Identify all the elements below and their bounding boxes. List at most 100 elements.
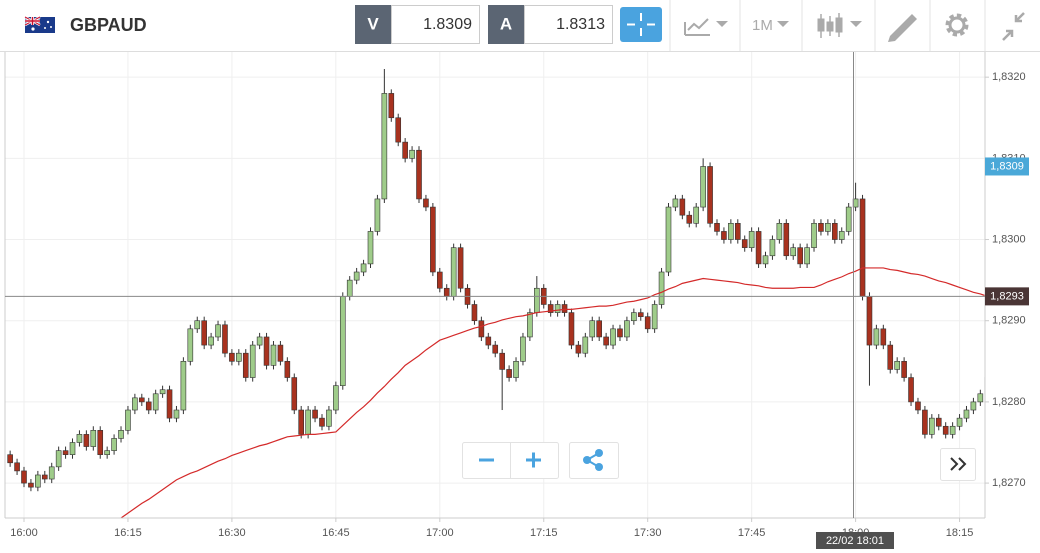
candle-body bbox=[263, 336, 270, 366]
crosshair-button[interactable] bbox=[620, 7, 662, 42]
candle-body bbox=[617, 328, 623, 338]
y-tick-label: 1,8270 bbox=[992, 477, 1026, 489]
bid-label: V bbox=[367, 14, 379, 33]
candle-body bbox=[908, 377, 914, 403]
candle-body bbox=[797, 247, 803, 265]
candle-body bbox=[644, 316, 651, 330]
interval[interactable]: 1M bbox=[752, 17, 773, 34]
candle-body bbox=[69, 442, 76, 455]
x-tick-label: 17:15 bbox=[530, 527, 558, 539]
candle-body bbox=[832, 222, 838, 240]
settings-button[interactable] bbox=[945, 13, 969, 37]
candle-body bbox=[298, 409, 305, 435]
candle-body bbox=[492, 344, 499, 354]
last-price-label: 1,8309 bbox=[990, 160, 1024, 172]
collapse-button[interactable] bbox=[1002, 12, 1025, 41]
y-tick-label: 1,8280 bbox=[992, 396, 1026, 408]
draw-tool-button[interactable] bbox=[888, 14, 917, 42]
candle-body bbox=[637, 312, 644, 317]
candle-body bbox=[125, 409, 131, 431]
candle-body bbox=[284, 361, 291, 378]
candle-body bbox=[624, 320, 630, 338]
candle-body bbox=[270, 344, 277, 366]
candle-body bbox=[402, 141, 408, 159]
candle-body bbox=[845, 206, 852, 232]
candle-body bbox=[159, 389, 166, 395]
bid-box bbox=[391, 5, 480, 44]
interval-caret bbox=[777, 21, 789, 27]
candle-body bbox=[374, 198, 381, 232]
candle-body bbox=[173, 409, 180, 419]
ask-button[interactable] bbox=[488, 5, 524, 44]
candle-body bbox=[430, 206, 436, 273]
candle-body bbox=[236, 352, 242, 362]
candle-body bbox=[457, 247, 464, 289]
candle-body bbox=[312, 409, 318, 419]
candle-body bbox=[513, 361, 519, 378]
candle-body bbox=[748, 231, 755, 248]
candle-body bbox=[582, 336, 589, 354]
candle-body bbox=[894, 361, 900, 370]
candle-body bbox=[901, 361, 907, 378]
candle-body bbox=[48, 466, 55, 480]
candle-body bbox=[423, 198, 429, 208]
candle-body bbox=[62, 450, 69, 455]
candle-body bbox=[873, 328, 880, 346]
x-tick-label: 16:15 bbox=[114, 527, 142, 539]
candle-body bbox=[28, 482, 34, 488]
candle-body bbox=[700, 166, 706, 208]
candle-body bbox=[741, 239, 748, 248]
x-tick-label: 16:00 bbox=[10, 527, 38, 539]
crosshair-time-tag bbox=[816, 532, 894, 549]
candle-body bbox=[305, 409, 311, 435]
candle-body bbox=[485, 336, 492, 346]
candle-body bbox=[783, 222, 790, 257]
y-tick-label: 1,8300 bbox=[992, 233, 1026, 245]
candle-body bbox=[111, 438, 117, 451]
candle-body bbox=[104, 450, 110, 455]
candle-body bbox=[769, 239, 776, 257]
candle-body bbox=[381, 93, 388, 200]
candle-body bbox=[416, 149, 422, 200]
candle-body bbox=[353, 271, 360, 281]
candle-body bbox=[935, 417, 942, 427]
candle-body bbox=[436, 271, 443, 289]
candle-body bbox=[679, 198, 686, 216]
candle-body bbox=[201, 320, 207, 346]
crosshair-icon bbox=[627, 13, 655, 36]
candle-body bbox=[658, 271, 665, 305]
crosshair-time-label: 22/02 18:01 bbox=[826, 535, 884, 547]
candle-body bbox=[520, 336, 526, 362]
candle-body bbox=[977, 393, 984, 403]
candle-body bbox=[132, 397, 138, 411]
chart-type-button[interactable] bbox=[684, 18, 728, 36]
symbol: GBPAUD bbox=[70, 15, 147, 35]
candle-body bbox=[596, 320, 602, 338]
ask-box bbox=[524, 5, 613, 44]
candle-body bbox=[222, 324, 228, 354]
candle-body bbox=[915, 401, 921, 411]
candle-body bbox=[339, 296, 346, 386]
bid-price: 1.8309 bbox=[423, 16, 472, 33]
zoom-in-button[interactable] bbox=[526, 452, 541, 468]
candle-body bbox=[734, 222, 741, 240]
candle-style-button[interactable] bbox=[817, 13, 862, 38]
candle-body bbox=[471, 304, 478, 322]
candle-body bbox=[721, 231, 727, 240]
candle-body bbox=[97, 430, 104, 455]
candle-body bbox=[686, 214, 693, 224]
candle-body bbox=[145, 401, 152, 411]
candle-body bbox=[728, 222, 734, 240]
bid-button[interactable] bbox=[355, 5, 391, 44]
scroll-right-button[interactable] bbox=[940, 448, 976, 481]
candle-body bbox=[534, 287, 540, 313]
candle-body bbox=[450, 247, 457, 297]
candle-body bbox=[388, 93, 395, 119]
share-button[interactable] bbox=[569, 442, 619, 479]
candle-body bbox=[229, 352, 235, 362]
candle-body bbox=[866, 296, 873, 346]
candle-body bbox=[215, 324, 221, 338]
candle-body bbox=[139, 397, 145, 403]
candle-body bbox=[804, 247, 810, 265]
candle-body bbox=[693, 206, 700, 224]
